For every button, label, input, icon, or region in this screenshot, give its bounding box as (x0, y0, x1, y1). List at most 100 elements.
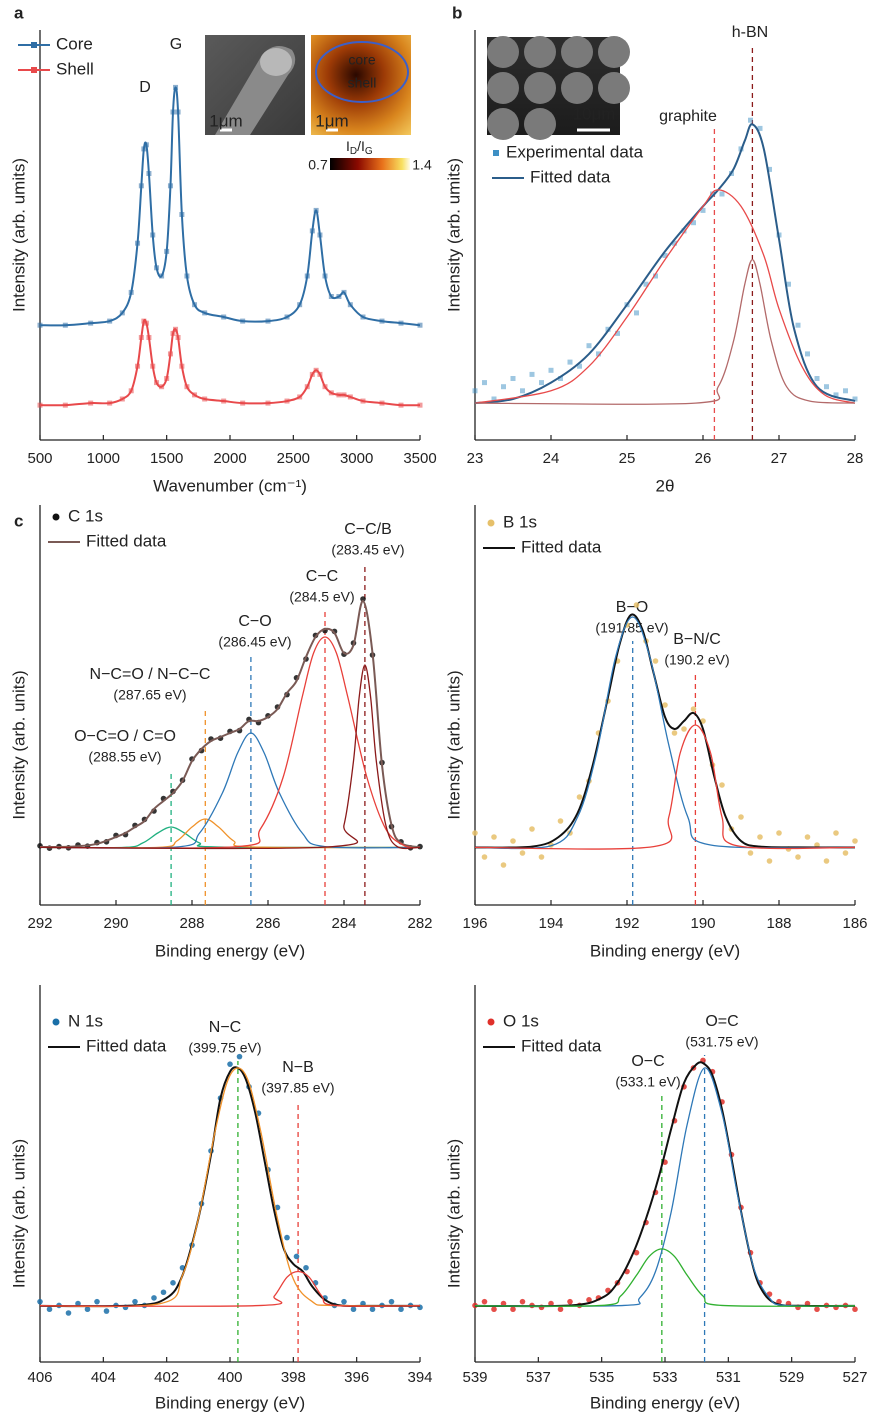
marker (529, 826, 535, 832)
marker (548, 367, 554, 373)
marker (634, 310, 639, 316)
annotation-label: B−N/C (673, 631, 721, 648)
marker (481, 1298, 488, 1305)
x-tick-label: 535 (589, 1369, 614, 1386)
x-tick-label: 529 (779, 1369, 804, 1386)
map-label: shell (348, 75, 377, 91)
map-label: core (348, 52, 375, 68)
annotation-label: C−C/B (344, 521, 392, 538)
x-axis-label: Binding energy (eV) (155, 941, 305, 960)
marker (719, 191, 725, 197)
x-tick-label: 192 (614, 915, 639, 932)
legend-label: Fitted data (530, 167, 611, 186)
marker (501, 384, 506, 390)
marker (491, 396, 497, 402)
x-tick-label: 396 (344, 1369, 369, 1386)
marker (577, 363, 582, 369)
marker (738, 814, 744, 820)
annotation-label: O−C=O / C=O (74, 728, 176, 745)
annotation-sublabel: (286.45 eV) (218, 634, 291, 650)
annotation-label: O−C (631, 1053, 664, 1070)
x-tick-label: 398 (281, 1369, 306, 1386)
marker (795, 322, 801, 328)
marker (557, 1306, 564, 1313)
y-axis-label: Intensity (arb. units) (9, 670, 28, 819)
marker (151, 1295, 157, 1301)
legend-marker (487, 519, 495, 527)
sem-discs (487, 36, 630, 140)
legend-label: B 1s (503, 512, 537, 531)
annotation-label: h-BN (732, 24, 768, 41)
x-axis-label: 2θ (656, 476, 675, 495)
marker (776, 1298, 782, 1305)
panel-label: b (452, 3, 462, 22)
series-line (39, 318, 421, 407)
marker (548, 1300, 554, 1307)
marker (303, 1264, 309, 1271)
x-tick-label: 402 (154, 1369, 179, 1386)
marker (510, 1306, 516, 1313)
marker (747, 850, 754, 856)
legend-label: Experimental data (506, 142, 644, 161)
series-line (474, 724, 856, 850)
marker (520, 388, 525, 394)
x-tick-label: 286 (255, 915, 280, 932)
x-tick-label: 194 (538, 915, 563, 932)
series-line (39, 636, 421, 849)
marker (170, 1280, 176, 1286)
marker (852, 396, 858, 402)
marker (481, 854, 488, 860)
marker (814, 1306, 820, 1313)
marker (795, 854, 801, 860)
marker (633, 602, 640, 608)
legend-marker (487, 1018, 495, 1026)
marker (160, 1289, 167, 1296)
x-tick-label: 531 (716, 1369, 741, 1386)
legend-marker (31, 42, 37, 48)
x-tick-label: 394 (407, 1369, 432, 1386)
scale-bar-label: 10μm (573, 104, 616, 123)
scale-bar-label: 1μm (315, 111, 348, 130)
marker (132, 1298, 138, 1305)
x-tick-label: 404 (91, 1369, 116, 1386)
marker (274, 1204, 281, 1211)
x-tick-label: 406 (27, 1369, 52, 1386)
marker (824, 384, 829, 390)
marker (843, 388, 848, 394)
x-axis-label: Binding energy (eV) (590, 1393, 740, 1412)
annotation-label: N−C (209, 1019, 241, 1036)
marker (814, 376, 820, 381)
marker (491, 834, 497, 840)
annotation-sublabel: (283.45 eV) (331, 542, 404, 558)
annotation-label: B−O (616, 599, 648, 616)
x-tick-label: 25 (619, 450, 636, 467)
series-line (39, 599, 421, 849)
x-tick-label: 500 (27, 450, 52, 467)
chart-panel: 539 537 535 533 531 529 527 Binding energy (eV)… (444, 985, 868, 1412)
marker (284, 1234, 290, 1241)
marker (538, 854, 545, 860)
marker (103, 1308, 110, 1314)
series-line (39, 1067, 421, 1308)
annotation-sublabel: (284.5 eV) (289, 589, 354, 605)
legend-label: C 1s (68, 506, 103, 525)
marker (519, 1298, 526, 1305)
marker (804, 834, 811, 840)
legend-label: Fitted data (521, 537, 602, 556)
x-tick-label: 1500 (150, 450, 183, 467)
y-axis-label: Intensity (arb. units) (9, 1139, 28, 1288)
marker (510, 376, 516, 381)
chart-panel: 500 1000 1500 2000 2500 3000 3500 Wavenumber (c… (9, 3, 436, 495)
panel-label: a (14, 3, 24, 22)
x-tick-label: 3500 (403, 450, 436, 467)
marker (643, 281, 649, 287)
y-axis-label: Intensity (arb. units) (444, 670, 463, 819)
annotation-sublabel: (190.2 eV) (664, 652, 729, 668)
annotation-label: graphite (659, 108, 717, 125)
marker (700, 207, 706, 213)
marker (852, 1306, 858, 1313)
x-tick-label: 24 (543, 450, 560, 467)
marker (633, 1249, 640, 1256)
